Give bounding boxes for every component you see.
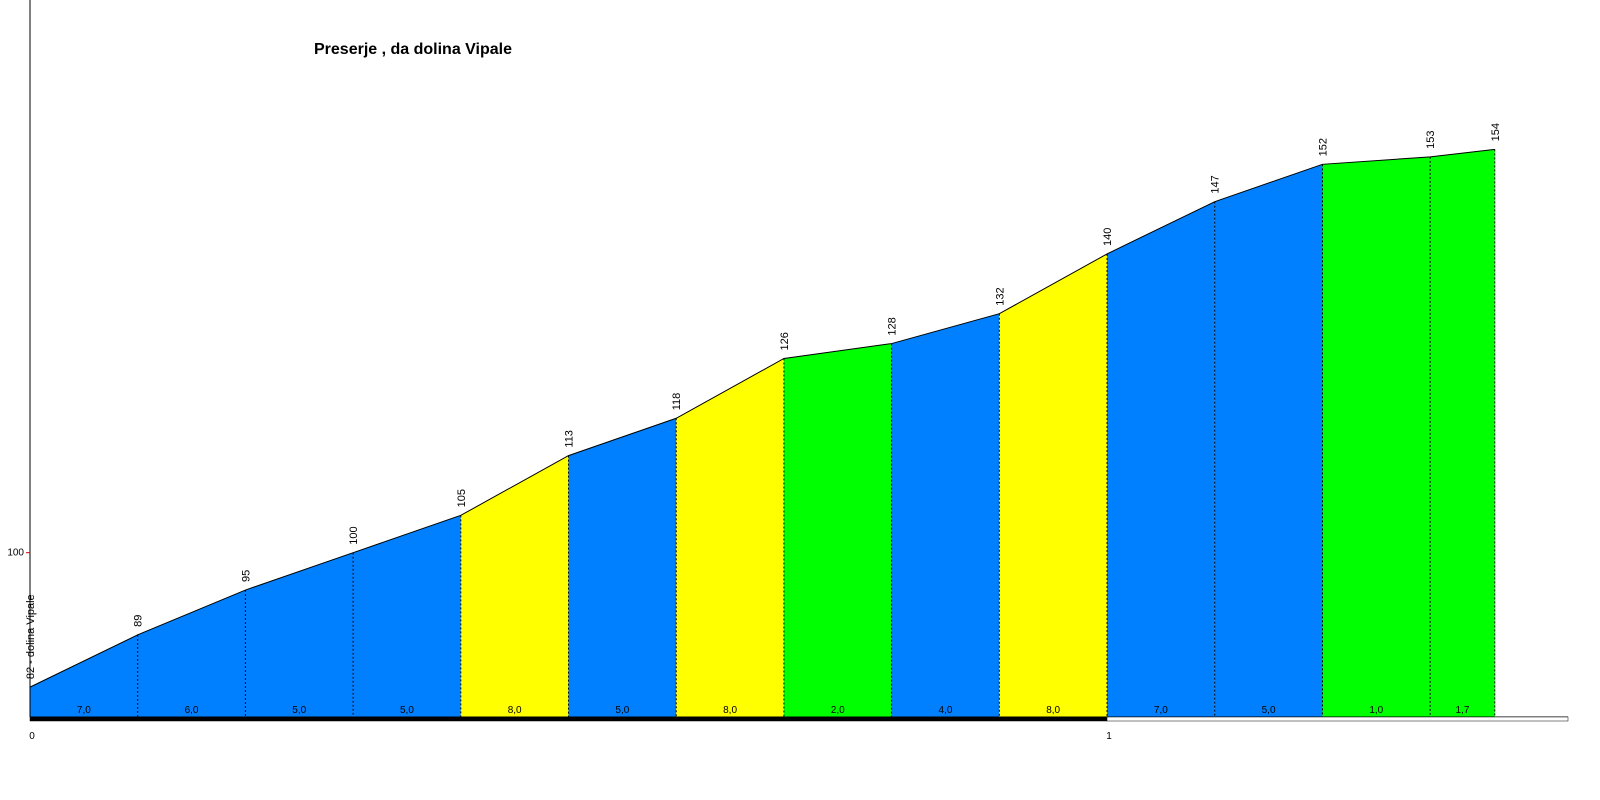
- elevation-label: 113: [564, 430, 576, 448]
- grade-label: 7,0: [77, 705, 91, 716]
- profile-segment: [245, 552, 354, 717]
- elevation-label: 140: [1102, 228, 1114, 246]
- grade-label: 8,0: [1046, 705, 1060, 716]
- x-tick-label: 1: [1106, 731, 1112, 742]
- grade-label: 5,0: [400, 705, 414, 716]
- grade-label: 5,0: [1262, 705, 1276, 716]
- profile-segment: [1214, 164, 1323, 717]
- profile-segment: [1430, 149, 1495, 717]
- profile-segment: [891, 313, 1000, 717]
- grade-label: 6,0: [185, 705, 199, 716]
- elevation-label: 128: [887, 317, 899, 335]
- elevation-label: 82 - dolina Vipale: [25, 594, 37, 679]
- elevation-label: 89: [133, 615, 145, 627]
- elevation-label: 147: [1210, 175, 1222, 193]
- profile-segment: [30, 634, 138, 717]
- grade-label: 5,0: [615, 705, 629, 716]
- profile-segment: [568, 418, 677, 717]
- km-bar: [1106, 716, 1569, 722]
- grade-label: 7,0: [1154, 705, 1168, 716]
- x-tick-label: 0: [29, 731, 35, 742]
- elevation-label: 152: [1317, 138, 1329, 156]
- elevation-label: 132: [994, 287, 1006, 305]
- elevation-label: 95: [240, 570, 252, 582]
- elevation-label: 100: [348, 526, 360, 544]
- elevation-label: 153: [1425, 130, 1437, 148]
- y-tick-label: 100: [7, 548, 24, 559]
- profile-segment: [353, 515, 461, 717]
- km-bar: [29, 716, 1108, 722]
- profile-segment: [137, 590, 246, 717]
- profile-segment: [783, 343, 892, 717]
- profile-segment: [1322, 156, 1431, 717]
- profile-segment: [1107, 201, 1215, 717]
- elevation-label: 118: [671, 393, 683, 411]
- profile-segment: [676, 358, 784, 717]
- profile-segment: [460, 455, 569, 717]
- grade-label: 4,0: [939, 705, 953, 716]
- grade-label: 5,0: [292, 705, 306, 716]
- profile-line: [29, 148, 1495, 688]
- grade-label: 8,0: [508, 705, 522, 716]
- grade-label: 1,7: [1455, 705, 1469, 716]
- grade-label: 2,0: [831, 705, 845, 716]
- grade-label: 1,0: [1369, 705, 1383, 716]
- elevation-label: 105: [456, 489, 468, 507]
- grade-label: 8,0: [723, 705, 737, 716]
- profile-segment: [999, 253, 1108, 717]
- chart-title: Preserje , da dolina Vipale: [314, 41, 512, 58]
- elevation-label: 154: [1490, 123, 1502, 141]
- elevation-label: 126: [779, 332, 791, 350]
